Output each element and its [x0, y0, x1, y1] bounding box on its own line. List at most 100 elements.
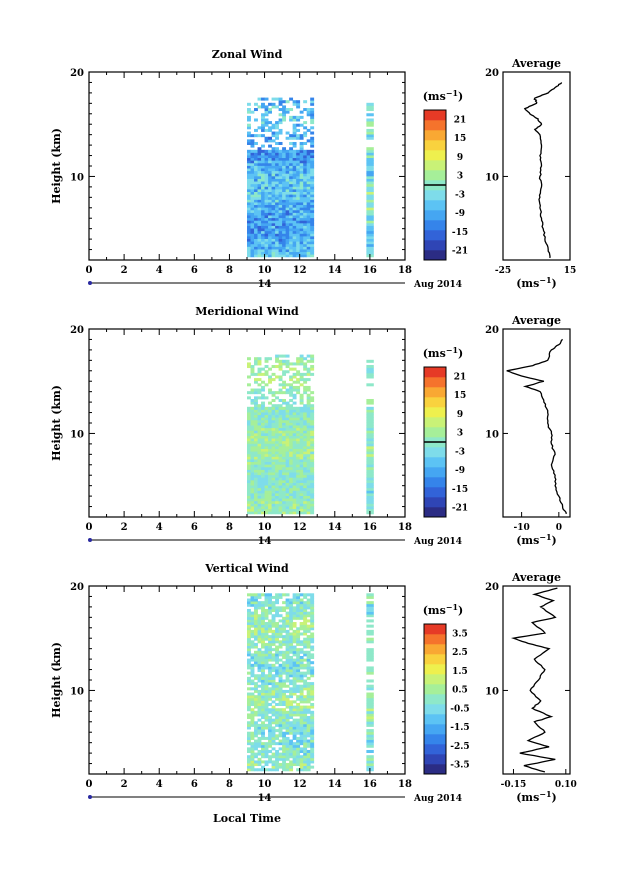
heatmap-cell	[250, 409, 255, 413]
colorbar-segment	[424, 457, 446, 468]
heatmap-cell	[285, 684, 290, 688]
heatmap-cell	[247, 768, 251, 772]
heatmap-cell	[289, 466, 294, 470]
heatmap-cell	[254, 118, 258, 122]
heatmap-cell	[261, 228, 265, 232]
heatmap-cell	[289, 752, 294, 756]
heatmap-cell	[292, 760, 297, 764]
heatmap-cell	[275, 608, 279, 612]
heatmap-cell	[275, 134, 279, 138]
heatmap-cell	[247, 598, 251, 602]
heatmap-cell	[366, 702, 374, 706]
heatmap-cell	[247, 459, 251, 463]
heatmap-cell	[292, 637, 297, 641]
heatmap-cell	[261, 503, 265, 507]
heatmap-cell	[296, 414, 301, 418]
heatmap-cell	[278, 212, 283, 216]
heatmap-cell	[282, 692, 287, 696]
heatmap-cell	[271, 451, 276, 455]
heatmap-cell	[282, 409, 287, 413]
heatmap-cell	[282, 723, 287, 727]
heatmap-cell	[292, 500, 297, 504]
heatmap-cell	[268, 414, 272, 418]
heatmap-cell	[268, 425, 272, 429]
heatmap-cell	[257, 736, 262, 740]
colorbar-tick-label: 3	[457, 429, 463, 439]
heatmap-cell	[299, 396, 304, 400]
heatmap-cell	[289, 199, 294, 203]
heatmap-cell	[292, 406, 297, 410]
heatmap-cell	[254, 492, 258, 496]
heatmap-cell	[250, 196, 255, 200]
heatmap-cell	[296, 453, 301, 457]
colorbar-segment	[424, 734, 446, 745]
heatmap-cell	[257, 474, 262, 478]
heatmap-cell	[254, 614, 258, 618]
heatmap-cell	[310, 682, 315, 686]
heatmap-cell	[268, 378, 272, 382]
heatmap-cell	[296, 768, 301, 772]
heatmap-cell	[292, 459, 297, 463]
heatmap-cell	[261, 128, 265, 132]
heatmap-cell	[366, 202, 374, 206]
heatmap-cell	[257, 173, 262, 177]
heatmap-cell	[271, 404, 276, 408]
y-tick-label: 10	[70, 686, 84, 697]
heatmap-cell	[306, 422, 311, 426]
heatmap-cell	[257, 186, 262, 190]
heatmap-cell	[278, 97, 283, 101]
heatmap-cell	[264, 608, 269, 612]
heatmap-cell	[292, 362, 297, 366]
heatmap-cell	[303, 414, 308, 418]
heatmap-cell	[261, 461, 265, 465]
heatmap-cell	[278, 162, 283, 166]
heatmap-cell	[299, 357, 304, 361]
heatmap-cell	[310, 742, 315, 746]
heatmap-cell	[303, 671, 308, 675]
heatmap-cell	[292, 485, 297, 489]
heatmap-cell	[306, 495, 311, 499]
heatmap-cell	[261, 676, 265, 680]
heatmap-cell	[261, 752, 265, 756]
heatmap-cell	[278, 632, 283, 636]
heatmap-cell	[271, 682, 276, 686]
heatmap-cell	[250, 165, 255, 169]
heatmap-cell	[264, 658, 269, 662]
heatmap-cell	[264, 123, 269, 127]
heatmap-cell	[306, 492, 311, 496]
heatmap-cell	[257, 674, 262, 678]
heatmap-block	[366, 593, 374, 772]
heatmap-cell	[261, 477, 265, 481]
heatmap-cell	[303, 614, 308, 618]
heatmap-cell	[296, 648, 301, 652]
heatmap-cell	[250, 674, 255, 678]
heatmap-cell	[271, 147, 276, 151]
heatmap-cell	[282, 498, 287, 502]
average-unit: (ms−1)	[516, 789, 557, 804]
heatmap-cell	[292, 687, 297, 691]
heatmap-cell	[250, 249, 255, 253]
heatmap-cell	[275, 461, 279, 465]
heatmap-cell	[299, 202, 304, 206]
heatmap-cell	[268, 500, 272, 504]
heatmap-cell	[292, 225, 297, 229]
heatmap-cell	[278, 752, 283, 756]
heatmap-cell	[278, 417, 283, 421]
heatmap-cell	[299, 726, 304, 730]
heatmap-cell	[254, 498, 258, 502]
heatmap-cell	[310, 202, 315, 206]
heatmap-cell	[275, 503, 279, 507]
heatmap-cell	[282, 215, 287, 219]
heatmap-cell	[292, 128, 297, 132]
heatmap-cell	[366, 503, 374, 507]
heatmap-cell	[254, 186, 258, 190]
heatmap-cell	[268, 157, 272, 161]
heatmap-cell	[250, 181, 255, 185]
heatmap-cell	[278, 409, 283, 413]
heatmap-cell	[282, 451, 287, 455]
heatmap-cell	[296, 228, 301, 232]
heatmap-cell	[254, 684, 258, 688]
heatmap-cell	[268, 490, 272, 494]
heatmap-cell	[247, 225, 251, 229]
heatmap-cell	[257, 194, 262, 198]
